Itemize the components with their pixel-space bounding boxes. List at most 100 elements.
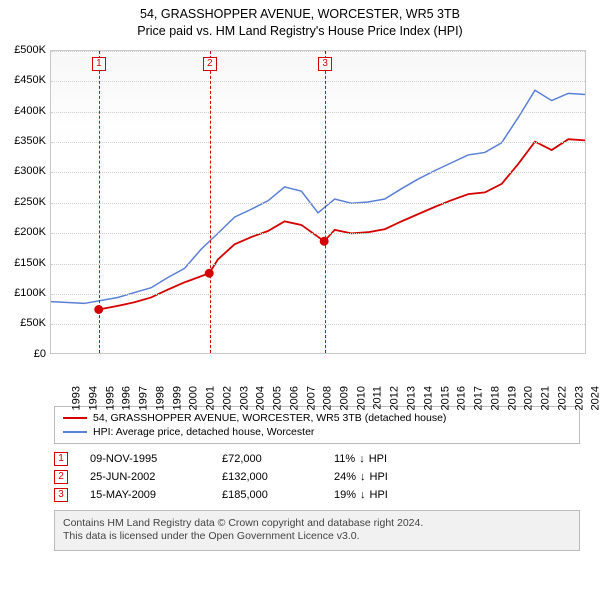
sale-row: 1 09-NOV-1995 £72,000 11% ↓ HPI (54, 450, 580, 468)
arrow-down-icon: ↓ (360, 489, 366, 501)
sale-row: 2 25-JUN-2002 £132,000 24% ↓ HPI (54, 468, 580, 486)
legend-item: 54, GRASSHOPPER AVENUE, WORCESTER, WR5 3… (63, 411, 571, 425)
sale-badge: 1 (54, 452, 68, 466)
y-tick-label: £150K (14, 257, 46, 269)
title-line-2: Price paid vs. HM Land Registry's House … (10, 23, 590, 40)
y-tick-label: £0 (34, 348, 46, 360)
x-tick-label: 2004 (255, 386, 267, 410)
sale-price: £72,000 (222, 453, 312, 465)
gridline (51, 203, 585, 204)
sale-price: £185,000 (222, 489, 312, 501)
x-tick-label: 1995 (104, 386, 116, 410)
sale-badge: 2 (54, 470, 68, 484)
x-tick-label: 2005 (271, 386, 283, 410)
x-tick-label: 2023 (573, 386, 585, 410)
gridline (51, 172, 585, 173)
x-tick-label: 2019 (506, 386, 518, 410)
gridline (51, 294, 585, 295)
chart-area: £0£50K£100K£150K£200K£250K£300K£350K£400… (10, 44, 590, 402)
legend: 54, GRASSHOPPER AVENUE, WORCESTER, WR5 3… (54, 406, 580, 444)
y-tick-label: £300K (14, 165, 46, 177)
sale-diff: 19% ↓ HPI (334, 489, 388, 501)
x-tick-label: 2009 (338, 386, 350, 410)
x-tick-label: 2020 (523, 386, 535, 410)
arrow-down-icon: ↓ (359, 453, 365, 465)
sale-row: 3 15-MAY-2009 £185,000 19% ↓ HPI (54, 486, 580, 504)
y-tick-label: £50K (20, 317, 46, 329)
x-tick-label: 1997 (137, 386, 149, 410)
legend-label-2: HPI: Average price, detached house, Worc… (93, 426, 314, 438)
gridline (51, 264, 585, 265)
sale-marker-badge: 3 (318, 57, 332, 71)
sale-date: 09-NOV-1995 (90, 453, 200, 465)
y-tick-label: £450K (14, 74, 46, 86)
x-tick-label: 2024 (590, 386, 600, 410)
footer-attribution: Contains HM Land Registry data © Crown c… (54, 510, 580, 551)
sale-marker-line (325, 51, 326, 353)
title-line-1: 54, GRASSHOPPER AVENUE, WORCESTER, WR5 3… (10, 6, 590, 23)
gridline (51, 324, 585, 325)
sale-marker-line (99, 51, 100, 353)
sale-marker-badge: 2 (203, 57, 217, 71)
sale-diff-vs: HPI (369, 453, 387, 465)
y-tick-label: £500K (14, 44, 46, 56)
x-tick-label: 2016 (456, 386, 468, 410)
x-tick-label: 1998 (154, 386, 166, 410)
x-tick-label: 2018 (489, 386, 501, 410)
x-tick-label: 2002 (221, 386, 233, 410)
x-tick-label: 2010 (355, 386, 367, 410)
y-tick-label: £400K (14, 105, 46, 117)
sale-diff: 11% ↓ HPI (334, 453, 387, 465)
plot-area: 1 2 3 (50, 50, 586, 354)
footer-line-1: Contains HM Land Registry data © Crown c… (63, 517, 571, 531)
x-tick-label: 2015 (439, 386, 451, 410)
y-tick-label: £250K (14, 196, 46, 208)
legend-label-1: 54, GRASSHOPPER AVENUE, WORCESTER, WR5 3… (93, 412, 446, 424)
sale-badge: 3 (54, 488, 68, 502)
x-tick-label: 2017 (472, 386, 484, 410)
legend-swatch-1 (63, 417, 87, 419)
x-tick-label: 2011 (371, 386, 383, 410)
x-tick-label: 2012 (389, 386, 401, 410)
x-tick-label: 1994 (87, 386, 99, 410)
line-svg (51, 51, 585, 353)
sale-diff-vs: HPI (370, 471, 388, 483)
x-tick-label: 2001 (204, 386, 216, 410)
x-tick-label: 2007 (305, 386, 317, 410)
sale-diff: 24% ↓ HPI (334, 471, 388, 483)
x-tick-label: 2021 (539, 386, 551, 410)
x-tick-label: 2008 (322, 386, 334, 410)
x-tick-label: 2003 (238, 386, 250, 410)
sale-diff-pct: 24% (334, 471, 356, 483)
series-hpi (51, 90, 585, 303)
gridline (51, 233, 585, 234)
chart-container: 54, GRASSHOPPER AVENUE, WORCESTER, WR5 3… (0, 0, 600, 590)
sale-diff-pct: 19% (334, 489, 356, 501)
x-tick-label: 1993 (70, 386, 82, 410)
sale-diff-vs: HPI (370, 489, 388, 501)
legend-swatch-2 (63, 431, 87, 433)
chart-title: 54, GRASSHOPPER AVENUE, WORCESTER, WR5 3… (10, 6, 590, 40)
gridline (51, 51, 585, 52)
x-tick-label: 2013 (405, 386, 417, 410)
sale-marker-badge: 1 (92, 57, 106, 71)
sale-date: 25-JUN-2002 (90, 471, 200, 483)
y-axis-labels: £0£50K£100K£150K£200K£250K£300K£350K£400… (10, 44, 48, 402)
x-tick-label: 1996 (121, 386, 133, 410)
sale-diff-pct: 11% (334, 453, 355, 465)
gridline (51, 142, 585, 143)
series-price_paid (99, 139, 585, 309)
x-tick-label: 2022 (556, 386, 568, 410)
sale-marker-dot (320, 237, 329, 246)
gridline (51, 81, 585, 82)
y-tick-label: £100K (14, 287, 46, 299)
sale-date: 15-MAY-2009 (90, 489, 200, 501)
gridline (51, 112, 585, 113)
y-tick-label: £350K (14, 135, 46, 147)
x-tick-label: 2006 (288, 386, 300, 410)
arrow-down-icon: ↓ (360, 471, 366, 483)
sale-marker-line (210, 51, 211, 353)
legend-item: HPI: Average price, detached house, Worc… (63, 425, 571, 439)
sale-price: £132,000 (222, 471, 312, 483)
x-tick-label: 2000 (188, 386, 200, 410)
